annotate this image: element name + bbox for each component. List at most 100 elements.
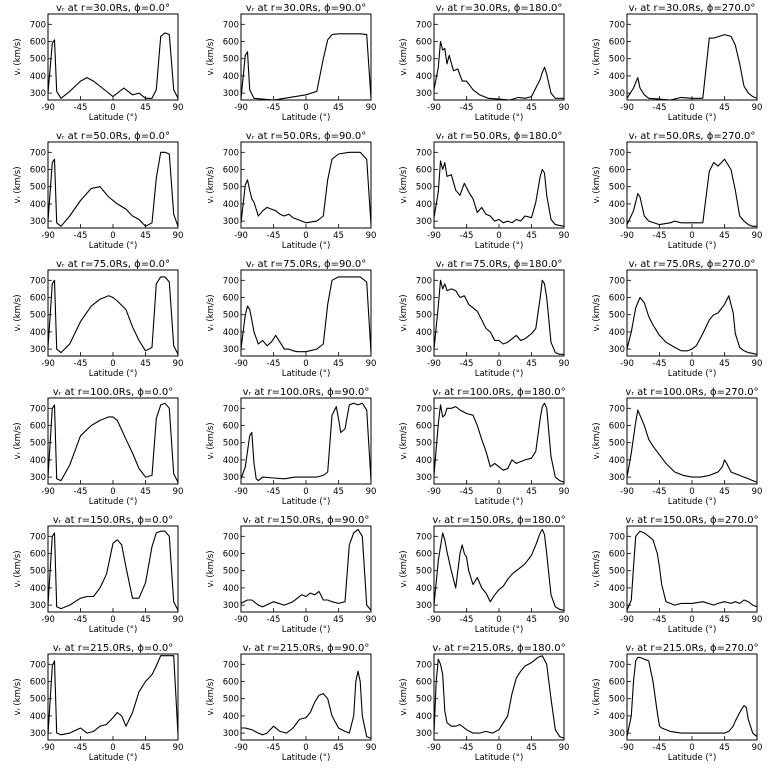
x-tick-label: -45	[74, 231, 88, 241]
x-tick-label: 0	[496, 359, 501, 369]
x-tick-label: 0	[303, 359, 308, 369]
y-tick-label: 500	[30, 55, 46, 65]
y-tick-label: 300	[416, 217, 432, 227]
y-axis-label: vᵣ (km/s)	[592, 166, 602, 203]
plot-frame	[47, 525, 179, 613]
y-tick-label: 400	[30, 200, 46, 210]
y-tick-label: 700	[416, 276, 432, 286]
y-tick-label: 500	[30, 183, 46, 193]
x-tick-label: -90	[41, 231, 55, 241]
speed-profile-line	[47, 151, 179, 227]
x-tick-label: 0	[110, 487, 115, 497]
y-axis-label: vᵣ (km/s)	[206, 166, 216, 203]
y-tick-label: 700	[609, 532, 625, 542]
y-tick-label: 500	[609, 311, 625, 321]
subplot-18: vᵣ at r=150.0Rs, ϕ=180.0° -90 -45 0 45 90 300 4…	[399, 515, 569, 635]
y-tick-label: 700	[416, 148, 432, 158]
x-tick-label: 45	[526, 231, 537, 241]
speed-profile-line	[47, 530, 179, 611]
y-tick-label: 400	[416, 72, 432, 82]
x-tick-label: -90	[41, 103, 55, 113]
y-tick-label: 700	[30, 20, 46, 30]
x-tick-label: 45	[719, 743, 730, 753]
x-axis-label: Latitude (°)	[282, 113, 331, 123]
y-tick-label: 300	[223, 729, 239, 739]
x-tick-label: -90	[620, 359, 634, 369]
subplot-title: vᵣ at r=150.0Rs, ϕ=270.0°	[625, 515, 758, 526]
x-axis-label: Latitude (°)	[89, 241, 138, 251]
x-tick-label: 90	[366, 103, 377, 113]
plot-frame	[626, 653, 758, 741]
x-tick-label: -45	[267, 615, 281, 625]
x-tick-label: 45	[140, 103, 151, 113]
x-tick-label: 0	[303, 487, 308, 497]
x-tick-label: 0	[689, 231, 694, 241]
y-tick-label: 700	[30, 148, 46, 158]
x-tick-label: 0	[689, 103, 694, 113]
x-tick-label: 45	[333, 103, 344, 113]
subplot-15: vᵣ at r=100.0Rs, ϕ=270.0° -90 -45 0 45 90 300 4…	[592, 387, 762, 507]
x-tick-label: -45	[653, 615, 667, 625]
plot-frame	[433, 141, 565, 229]
y-tick-label: 700	[223, 532, 239, 542]
x-tick-label: 90	[173, 615, 184, 625]
y-tick-label: 700	[609, 276, 625, 286]
y-tick-label: 600	[30, 678, 46, 688]
y-axis-label: vᵣ (km/s)	[206, 294, 216, 331]
y-tick-label: 700	[223, 148, 239, 158]
x-axis-label: Latitude (°)	[282, 625, 331, 635]
subplot-22: vᵣ at r=215.0Rs, ϕ=180.0° -90 -45 0 45 90 300 4…	[399, 643, 569, 763]
y-tick-label: 500	[416, 567, 432, 577]
x-tick-label: 90	[752, 231, 763, 241]
y-tick-label: 300	[609, 89, 625, 99]
x-tick-label: 0	[689, 359, 694, 369]
x-tick-label: -45	[460, 359, 474, 369]
y-tick-label: 300	[609, 473, 625, 483]
y-tick-label: 400	[30, 584, 46, 594]
y-tick-label: 400	[30, 328, 46, 338]
x-axis-label: Latitude (°)	[475, 369, 524, 379]
y-tick-label: 600	[223, 678, 239, 688]
y-tick-label: 700	[223, 20, 239, 30]
x-tick-label: 45	[526, 103, 537, 113]
x-tick-label: 45	[333, 359, 344, 369]
x-axis-label: Latitude (°)	[89, 753, 138, 763]
x-tick-label: -90	[41, 743, 55, 753]
x-tick-label: -90	[620, 487, 634, 497]
subplot-0: vᵣ at r=30.0Rs, ϕ=0.0° -90 -45 0 45 90 300 400 5…	[13, 3, 183, 123]
y-tick-label: 400	[223, 328, 239, 338]
subplot-21: vᵣ at r=215.0Rs, ϕ=90.0° -90 -45 0 45 90 300 40…	[206, 643, 376, 763]
y-tick-label: 500	[223, 311, 239, 321]
x-axis-label: Latitude (°)	[282, 753, 331, 763]
x-tick-label: 90	[173, 487, 184, 497]
speed-profile-line	[433, 402, 565, 483]
x-tick-label: 45	[333, 487, 344, 497]
plot-frame	[240, 397, 372, 485]
y-tick-label: 300	[30, 473, 46, 483]
y-tick-label: 400	[223, 72, 239, 82]
y-tick-label: 300	[223, 473, 239, 483]
plot-frame	[240, 141, 372, 229]
subplot-9: vᵣ at r=75.0Rs, ϕ=90.0° -90 -45 0 45 90 300 400…	[206, 259, 376, 379]
x-tick-label: 45	[719, 359, 730, 369]
subplot-title: vᵣ at r=150.0Rs, ϕ=0.0°	[53, 515, 173, 526]
y-tick-label: 400	[30, 712, 46, 722]
subplot-title: vᵣ at r=75.0Rs, ϕ=90.0°	[246, 259, 366, 270]
y-tick-label: 400	[416, 328, 432, 338]
subplot-title: vᵣ at r=50.0Rs, ϕ=0.0°	[56, 131, 170, 142]
speed-profile-line	[626, 158, 757, 227]
y-tick-label: 300	[416, 601, 432, 611]
subplot-7: vᵣ at r=50.0Rs, ϕ=270.0° -90 -45 0 45 90 300 40…	[592, 131, 762, 251]
y-tick-label: 600	[30, 294, 46, 304]
speed-profile-line	[626, 656, 758, 738]
x-axis-label: Latitude (°)	[282, 369, 331, 379]
subplot-16: vᵣ at r=150.0Rs, ϕ=0.0° -90 -45 0 45 90 300 400…	[13, 515, 183, 635]
y-tick-label: 300	[30, 217, 46, 227]
y-tick-label: 400	[609, 328, 625, 338]
x-tick-label: 0	[496, 103, 501, 113]
x-axis-label: Latitude (°)	[668, 241, 717, 251]
y-axis-label: vᵣ (km/s)	[399, 422, 409, 459]
y-tick-label: 500	[223, 695, 239, 705]
y-tick-label: 500	[30, 311, 46, 321]
